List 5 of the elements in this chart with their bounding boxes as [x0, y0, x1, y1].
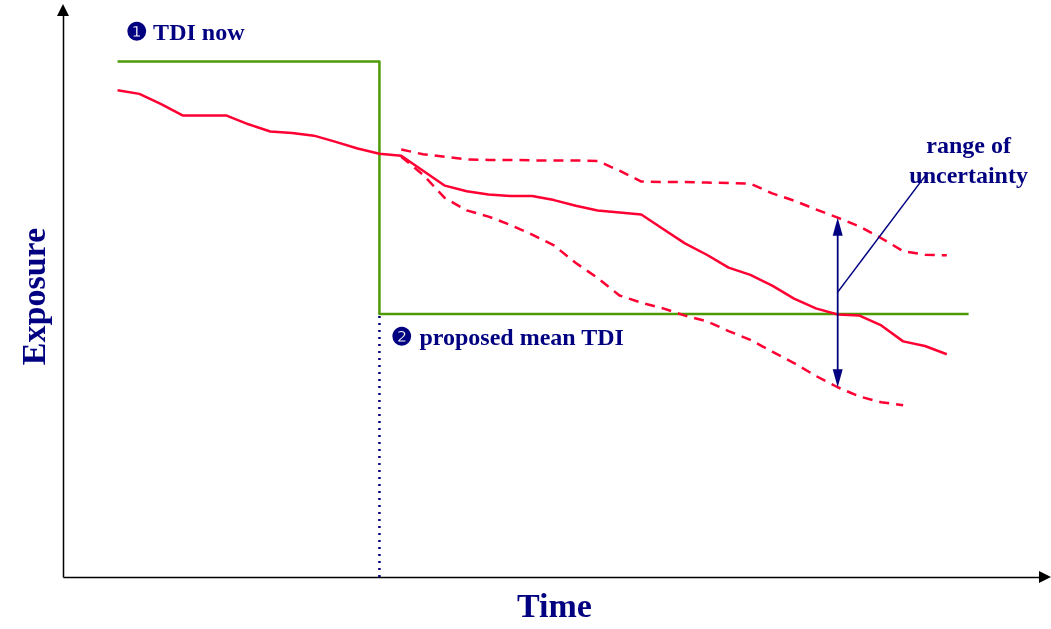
- annotation: ❷ proposed mean TDI: [391, 324, 624, 351]
- x-axis-title: Time: [517, 586, 592, 624]
- text: ❶ TDI now: [125, 19, 246, 46]
- annotation: range of uncertainty: [909, 132, 1028, 189]
- y-axis-title: Exposure: [14, 227, 52, 366]
